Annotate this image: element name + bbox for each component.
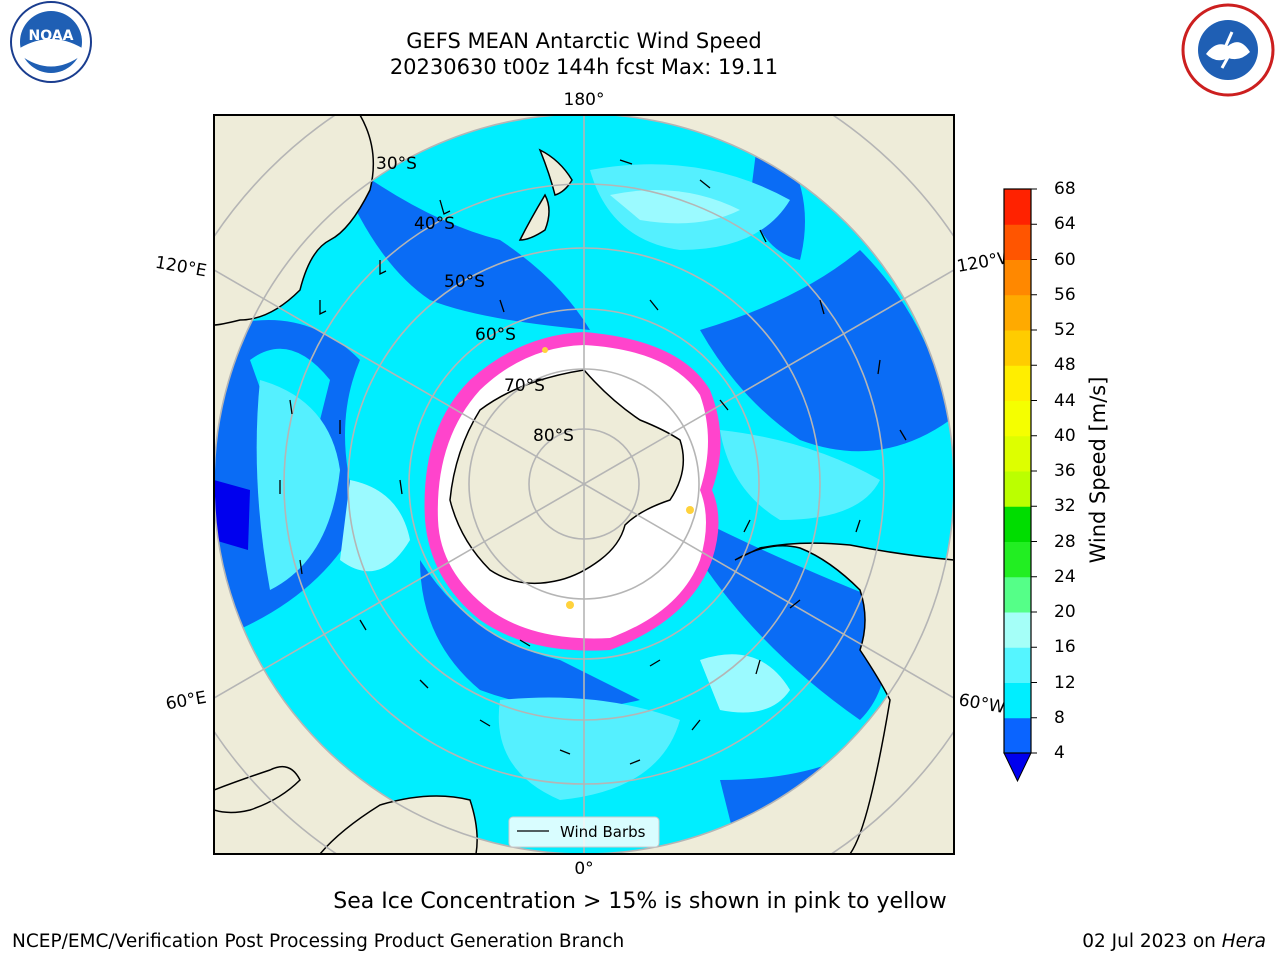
colorbar-swatch — [1004, 294, 1031, 331]
colorbar-swatch — [1004, 259, 1031, 296]
graticule — [214, 115, 954, 854]
parallel-label-50s: 50°S — [444, 272, 485, 292]
footer-host: Hera — [1221, 931, 1266, 952]
colorbar-tick-label: 4 — [1054, 743, 1065, 763]
colorbar-swatch — [1004, 541, 1031, 578]
antarctica — [449, 369, 685, 585]
legend-label: Wind Barbs — [560, 823, 646, 841]
colorbar-tick-label: 40 — [1054, 425, 1076, 446]
meridian-label-60e: 60°E — [164, 688, 208, 715]
footer-org: NCEP/EMC/Verification Post Processing Pr… — [12, 931, 625, 952]
colorbar-swatch — [1004, 471, 1031, 507]
colorbar-swatch — [1004, 612, 1031, 648]
colorbar-swatch — [1004, 365, 1031, 401]
colorbar-tick-label: 56 — [1054, 284, 1076, 305]
chart-title: GEFS MEAN Antarctic Wind Speed — [406, 29, 762, 53]
colorbar-swatch — [1004, 435, 1031, 472]
map-legend: Wind Barbs — [508, 816, 660, 848]
colorbar-tick-label: 44 — [1054, 390, 1076, 411]
colorbar-swatch — [1004, 224, 1031, 260]
noaa-logo-text: NOAA — [29, 28, 74, 44]
colorbar-tick-label: 60 — [1054, 249, 1076, 270]
colorbar-swatch — [1004, 506, 1031, 542]
parallel-label-40s: 40°S — [414, 214, 455, 234]
colorbar-tick-label: 28 — [1054, 531, 1076, 552]
colorbar-tick-label: 48 — [1054, 355, 1076, 376]
colorbar-swatch — [1004, 576, 1031, 613]
colorbar-tick-label: 12 — [1054, 672, 1076, 693]
colorbar-swatch — [1004, 400, 1031, 437]
wind-barbs — [279, 159, 907, 765]
map-frame — [213, 114, 955, 855]
colorbar-swatch — [1004, 647, 1031, 683]
colorbar-swatch — [1004, 189, 1031, 225]
colorbar-tick-label: 68 — [1054, 179, 1076, 199]
colorbar-tick-label: 20 — [1054, 602, 1076, 622]
caption: Sea Ice Concentration > 15% is shown in … — [333, 889, 947, 914]
colorbar-tick-label: 64 — [1054, 214, 1076, 235]
colorbar-swatch — [1004, 682, 1031, 719]
colorbar-tick-label: 36 — [1054, 461, 1076, 481]
colorbar-swatch — [1004, 717, 1031, 754]
meridian-label-top: 180° — [564, 90, 605, 110]
colorbar-under-arrow — [1003, 752, 1032, 783]
wind-field — [214, 120, 950, 854]
parallel-label-70s: 70°S — [504, 376, 545, 396]
noaa-logo: NOAA — [10, 1, 92, 83]
colorbar-swatch — [1004, 330, 1031, 366]
footer-date: 02 Jul 2023 on Hera — [1082, 931, 1266, 952]
meridian-label-120e: 120°E — [154, 253, 208, 282]
parallel-label-30s: 30°S — [376, 154, 417, 174]
colorbar-tick-label: 32 — [1054, 496, 1076, 517]
colorbar-label: Wind Speed [m/s] — [1086, 376, 1110, 564]
footer-date-text: 02 Jul 2023 on — [1082, 931, 1222, 952]
colorbar-tick-label: 16 — [1054, 637, 1076, 658]
nws-logo — [1181, 3, 1275, 97]
chart-subtitle: 20230630 t00z 144h fcst Max: 19.11 — [389, 55, 779, 79]
colorbar-tick-label: 8 — [1054, 707, 1065, 728]
meridian-label-bottom: 0° — [574, 859, 593, 879]
parallel-label-60s: 60°S — [475, 325, 516, 345]
colorbar — [1003, 188, 1037, 783]
parallel-label-80s: 80°S — [533, 426, 574, 446]
colorbar-tick-label: 52 — [1054, 320, 1076, 340]
colorbar-tick-label: 24 — [1054, 566, 1076, 587]
